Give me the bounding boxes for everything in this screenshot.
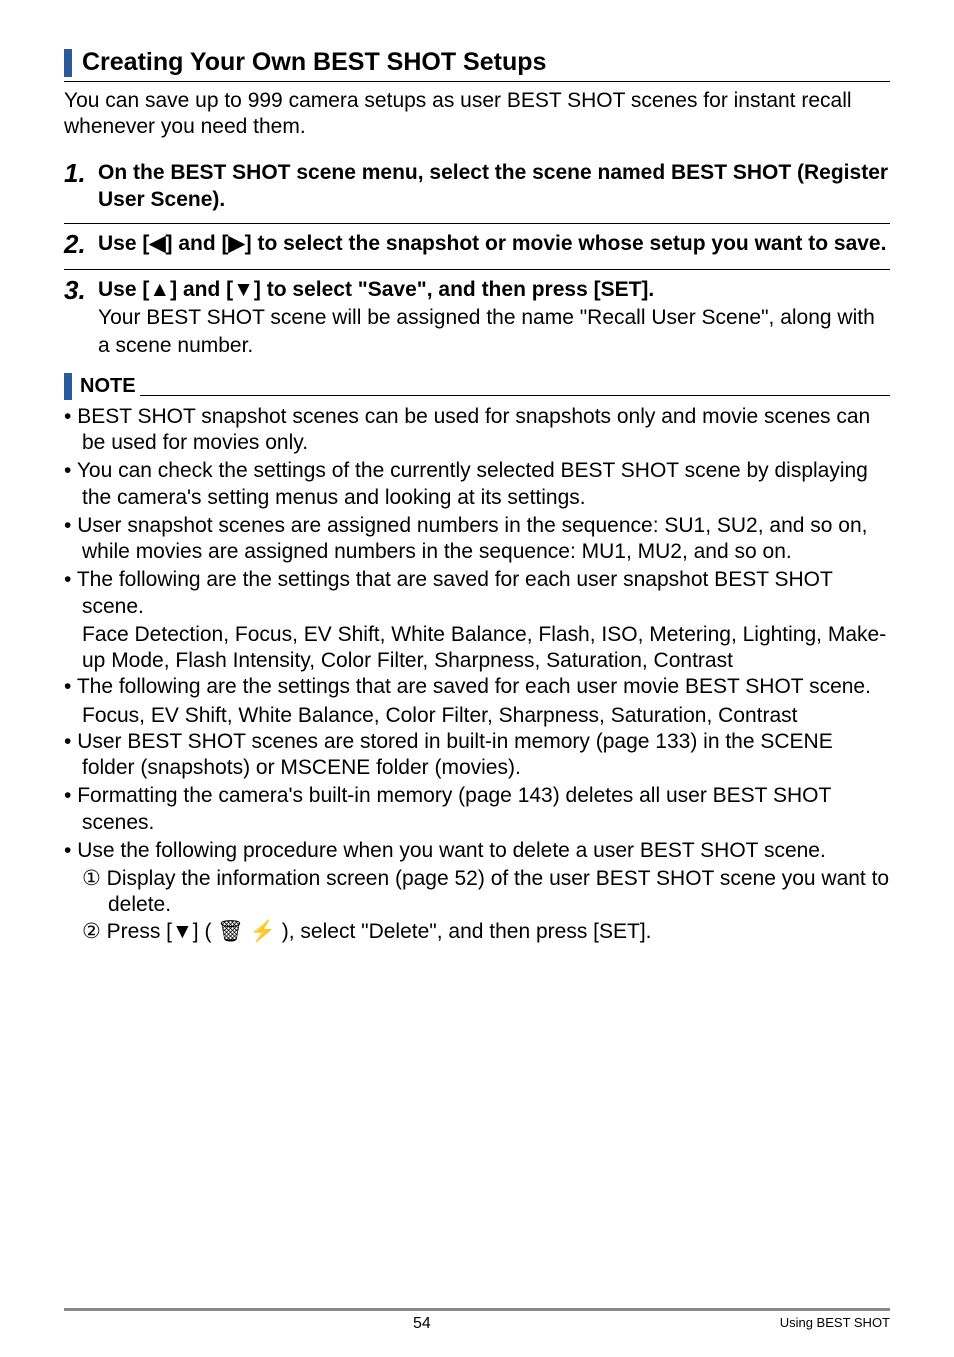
note-item: The following are the settings that are … — [64, 567, 890, 620]
section-accent-bar — [64, 49, 72, 77]
note-header: NOTE — [64, 373, 890, 400]
note-subtext: Focus, EV Shift, White Balance, Color Fi… — [82, 703, 890, 729]
note-subtext: Face Detection, Focus, EV Shift, White B… — [82, 622, 890, 675]
footer-rule — [64, 1308, 890, 1311]
section-header: Creating Your Own BEST SHOT Setups — [64, 48, 890, 82]
step-text: Use [▲] and [▼] to select "Save", and th… — [98, 276, 890, 303]
step-separator — [64, 223, 890, 224]
note-item: The following are the settings that are … — [64, 674, 890, 700]
step-text: On the BEST SHOT scene menu, select the … — [98, 159, 890, 214]
page-footer: 54 Using BEST SHOT — [64, 1308, 890, 1333]
note-rule — [140, 395, 890, 396]
step-number: 1. — [64, 159, 98, 188]
note-item: BEST SHOT snapshot scenes can be used fo… — [64, 404, 890, 457]
step-number: 3. — [64, 276, 98, 305]
step-text: Use [◀] and [▶] to select the snapshot o… — [98, 230, 890, 257]
note-item: User BEST SHOT scenes are stored in buil… — [64, 729, 890, 782]
note-substep: ① Display the information screen (page 5… — [82, 866, 890, 919]
step-2: 2. Use [◀] and [▶] to select the snapsho… — [64, 230, 890, 259]
note-label: NOTE — [80, 373, 136, 400]
step-subtext: Your BEST SHOT scene will be assigned th… — [98, 304, 890, 359]
note-item: Formatting the camera's built-in memory … — [64, 783, 890, 836]
note-accent-bar — [64, 373, 72, 400]
section-title: Creating Your Own BEST SHOT Setups — [82, 48, 546, 77]
step-3: 3. Use [▲] and [▼] to select "Save", and… — [64, 276, 890, 359]
note-item: User snapshot scenes are assigned number… — [64, 513, 890, 566]
intro-text: You can save up to 999 camera setups as … — [64, 88, 890, 141]
manual-page: Creating Your Own BEST SHOT Setups You c… — [0, 0, 954, 1357]
note-substep: ② Press [▼] ( 🗑 ⚡ ), select "Delete", an… — [82, 919, 890, 945]
note-list: The following are the settings that are … — [64, 674, 890, 700]
note-item: Use the following procedure when you wan… — [64, 838, 890, 864]
note-item: You can check the settings of the curren… — [64, 458, 890, 511]
step-number: 2. — [64, 230, 98, 259]
page-number: 54 — [64, 1315, 780, 1333]
note-list: BEST SHOT snapshot scenes can be used fo… — [64, 404, 890, 620]
footer-section: Using BEST SHOT — [780, 1315, 890, 1333]
note-list: User BEST SHOT scenes are stored in buil… — [64, 729, 890, 864]
step-1: 1. On the BEST SHOT scene menu, select t… — [64, 159, 890, 214]
step-separator — [64, 269, 890, 270]
